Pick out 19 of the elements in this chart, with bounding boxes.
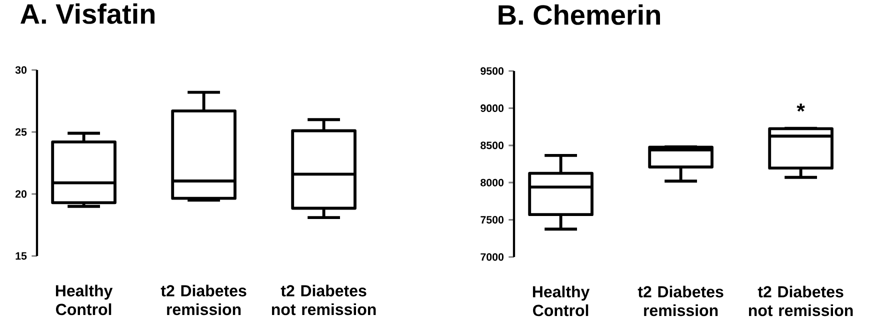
y-tick-label: 9000 xyxy=(480,104,504,112)
annotation: * xyxy=(796,104,805,112)
y-tick-label: 15 xyxy=(16,252,27,260)
x-tick-label: t2 Diabetes not remission xyxy=(748,286,853,316)
x-tick-label: t2 Diabetes remission xyxy=(638,286,724,316)
y-tick-label: 8000 xyxy=(480,178,504,186)
chart-title: A. Visfatin xyxy=(20,3,154,24)
x-tick-label: t2 Diabetes not remission xyxy=(272,284,376,316)
y-tick-label: 7500 xyxy=(480,216,504,224)
y-tick-label: 9500 xyxy=(480,67,504,75)
y-tick-label: 7000 xyxy=(480,253,504,261)
y-tick-label: 20 xyxy=(15,190,27,198)
y-tick-label: 25 xyxy=(15,128,27,136)
chart-title: B. Chemerin xyxy=(498,4,660,25)
y-tick-label: 8500 xyxy=(480,142,504,150)
x-tick-label: Healthy Control xyxy=(532,286,590,316)
x-tick-label: t2 Diabetes remission xyxy=(160,284,246,316)
y-tick-label: 30 xyxy=(15,66,27,74)
x-tick-label: Healthy Control xyxy=(56,284,113,316)
